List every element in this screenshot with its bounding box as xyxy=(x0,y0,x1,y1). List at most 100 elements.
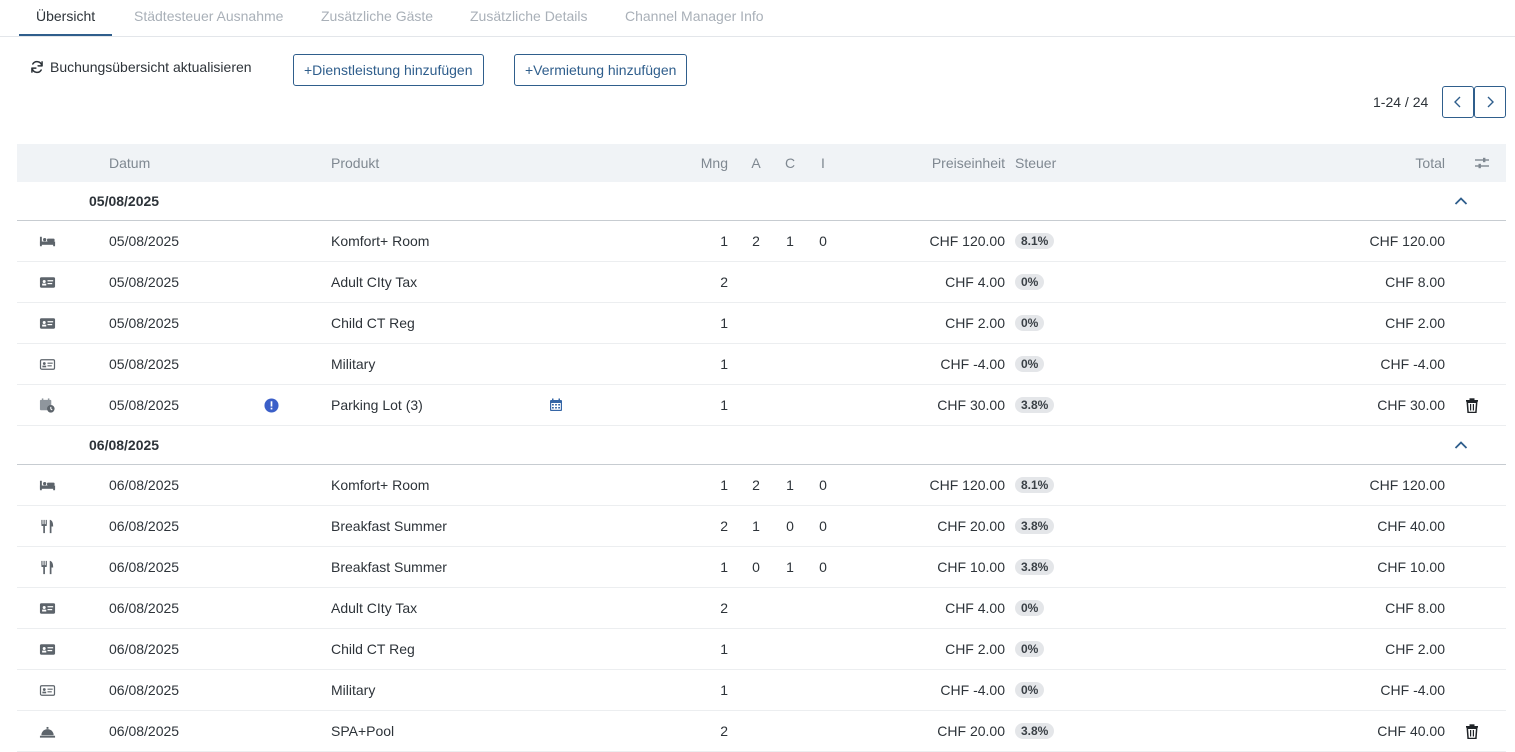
row-product: SPA+Pool xyxy=(331,723,395,739)
table-header: Datum Produkt Mng A C I Preiseinheit Ste… xyxy=(17,144,1506,182)
row-total: CHF 40.00 xyxy=(1377,723,1445,739)
row-adults xyxy=(745,262,767,302)
row-infants: 0 xyxy=(819,233,827,249)
tax-badge: 3.8% xyxy=(1015,559,1055,575)
bed-icon xyxy=(37,221,57,261)
row-tax: 0% xyxy=(1015,670,1045,710)
trash-icon[interactable] xyxy=(1464,385,1480,425)
table-row[interactable]: 05/08/2025 Child CT Reg 1 CHF 2.00 0% CHF 2.0… xyxy=(17,303,1506,344)
tab-additional-guests[interactable]: Zusätzliche Gäste xyxy=(321,8,434,24)
id-card-icon xyxy=(37,303,57,343)
row-total: CHF 30.00 xyxy=(1377,397,1445,413)
refresh-booking-overview-button[interactable]: Buchungsübersicht aktualisieren xyxy=(30,59,252,75)
previous-page-button[interactable] xyxy=(1442,86,1474,118)
chevron-up-icon[interactable] xyxy=(1453,193,1469,209)
row-children xyxy=(779,385,801,425)
header-produkt[interactable]: Produkt xyxy=(331,155,380,171)
row-date: 05/08/2025 xyxy=(109,274,180,290)
row-children: 1 xyxy=(786,477,794,493)
row-product: Military xyxy=(331,356,376,372)
tab-channel-manager-info[interactable]: Channel Manager Info xyxy=(625,8,764,24)
row-product: Parking Lot (3) xyxy=(331,397,423,413)
row-quantity: 1 xyxy=(720,315,728,331)
header-mng[interactable]: Mng xyxy=(700,155,728,171)
tab-additional-details[interactable]: Zusätzliche Details xyxy=(470,8,588,24)
toolbar: Buchungsübersicht aktualisieren +Dienstl… xyxy=(0,37,1515,97)
row-unit-price: CHF 4.00 xyxy=(945,274,1005,290)
header-i[interactable]: I xyxy=(821,155,825,171)
table-row[interactable]: 06/08/2025 Military 1 CHF -4.00 0% CHF -4.00 xyxy=(17,670,1506,711)
row-total: CHF 10.00 xyxy=(1377,559,1445,575)
row-date: 05/08/2025 xyxy=(109,233,180,249)
table-row[interactable]: 05/08/2025 Adult CIty Tax 2 CHF 4.00 0% CHF 8… xyxy=(17,262,1506,303)
header-total[interactable]: Total xyxy=(1415,155,1445,171)
trash-icon[interactable] xyxy=(1464,711,1480,751)
table-row[interactable]: 06/08/2025 SPA+Pool 2 CHF 20.00 3.8% CHF 40.0… xyxy=(17,711,1506,752)
group-date: 05/08/2025 xyxy=(89,193,160,209)
row-infants xyxy=(812,588,834,628)
header-steuer[interactable]: Steuer xyxy=(1015,155,1057,171)
add-service-button[interactable]: +Dienstleistung hinzufügen xyxy=(293,54,484,86)
table-row[interactable]: 05/08/2025 Military 1 CHF -4.00 0% CHF -4.00 xyxy=(17,344,1506,385)
add-rental-button[interactable]: +Vermietung hinzufügen xyxy=(514,54,688,86)
row-quantity: 1 xyxy=(720,641,728,657)
pagination-range: 1-24 / 24 xyxy=(1373,94,1429,110)
date-group-header: 05/08/2025 xyxy=(17,182,1506,221)
tab-overview[interactable]: Übersicht xyxy=(19,0,113,36)
column-settings-button[interactable] xyxy=(1471,144,1493,182)
tax-badge: 8.1% xyxy=(1015,477,1055,493)
row-adults xyxy=(745,588,767,628)
table-row[interactable]: 05/08/2025 Komfort+ Room 1 2 1 0 CHF 120.00 8.1… xyxy=(17,221,1506,262)
row-infants: 0 xyxy=(819,518,827,534)
row-quantity: 2 xyxy=(720,723,728,739)
row-adults xyxy=(745,670,767,710)
group-date: 06/08/2025 xyxy=(89,437,160,453)
header-datum[interactable]: Datum xyxy=(109,155,151,171)
calendar-icon[interactable] xyxy=(548,385,564,425)
row-adults xyxy=(745,344,767,384)
header-preiseinheit[interactable]: Preiseinheit xyxy=(931,155,1005,171)
row-quantity: 1 xyxy=(720,397,728,413)
table-row[interactable]: 06/08/2025 Komfort+ Room 1 2 1 0 CHF 120.00 8.1… xyxy=(17,465,1506,506)
row-quantity: 2 xyxy=(720,600,728,616)
chevron-up-icon[interactable] xyxy=(1453,437,1469,453)
tab-bar: Übersicht Städtesteuer Ausnahme Zusätzli… xyxy=(0,0,1515,37)
sliders-icon xyxy=(1475,157,1489,169)
row-children: 1 xyxy=(786,559,794,575)
row-total: CHF 2.00 xyxy=(1385,641,1445,657)
id-card-icon xyxy=(37,629,57,669)
info-icon[interactable] xyxy=(263,385,279,425)
row-quantity: 1 xyxy=(720,356,728,372)
table-row[interactable]: 06/08/2025 Child CT Reg 1 CHF 2.00 0% CHF 2.0… xyxy=(17,629,1506,670)
header-a[interactable]: A xyxy=(751,155,761,171)
table-row[interactable]: 06/08/2025 Breakfast Summer 1 0 1 0 CHF 10.00 3… xyxy=(17,547,1506,588)
table-row[interactable]: 05/08/2025 Parking Lot (3) 1 CHF 30.00 3.8% C… xyxy=(17,385,1506,426)
row-unit-price: CHF 30.00 xyxy=(937,397,1005,413)
row-unit-price: CHF -4.00 xyxy=(940,356,1005,372)
row-infants xyxy=(812,670,834,710)
row-children xyxy=(779,629,801,669)
id-card-outline-icon xyxy=(37,344,57,384)
row-quantity: 2 xyxy=(720,518,728,534)
id-card-outline-icon xyxy=(37,670,57,710)
row-product: Komfort+ Room xyxy=(331,477,430,493)
row-total: CHF 8.00 xyxy=(1385,600,1445,616)
row-date: 06/08/2025 xyxy=(109,559,180,575)
row-total: CHF 8.00 xyxy=(1385,274,1445,290)
header-c[interactable]: C xyxy=(784,155,796,171)
row-infants xyxy=(812,385,834,425)
row-total: CHF -4.00 xyxy=(1380,682,1445,698)
tax-badge: 3.8% xyxy=(1015,518,1055,534)
row-unit-price: CHF 2.00 xyxy=(945,315,1005,331)
row-adults: 2 xyxy=(752,477,760,493)
row-product: Breakfast Summer xyxy=(331,559,447,575)
row-date: 06/08/2025 xyxy=(109,641,180,657)
id-card-icon xyxy=(37,588,57,628)
tab-city-tax-exemption[interactable]: Städtesteuer Ausnahme xyxy=(134,8,284,24)
row-children xyxy=(779,670,801,710)
table-row[interactable]: 06/08/2025 Adult CIty Tax 2 CHF 4.00 0% CHF 8… xyxy=(17,588,1506,629)
table-row[interactable]: 06/08/2025 Breakfast Summer 2 1 0 0 CHF 20.00 3… xyxy=(17,506,1506,547)
next-page-button[interactable] xyxy=(1474,86,1506,118)
table-body: 05/08/2025 05/08/2025 Komfort+ Room 1 2 1 0 CHF… xyxy=(17,182,1506,752)
row-tax: 3.8% xyxy=(1015,385,1055,425)
